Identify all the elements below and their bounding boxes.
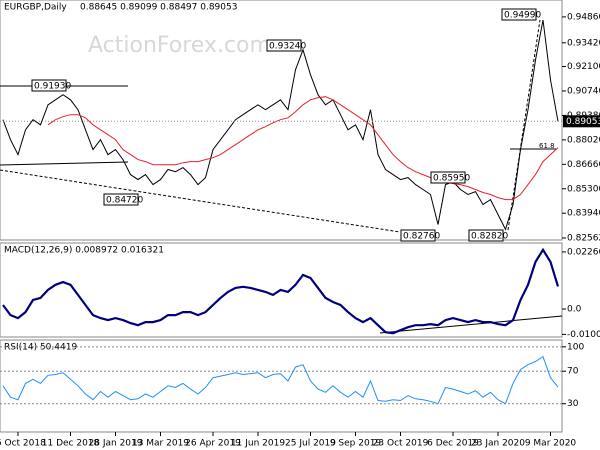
rsi-frame [0,339,563,433]
annotation: 0.84720 [106,196,143,206]
y-tick-label: 30 [567,399,579,409]
main-frame [0,0,563,241]
fib-line [507,19,541,231]
y-tick-label: -0.010052 [567,330,600,340]
x-tick-label: 26 Oct 2018 [0,439,46,449]
symbol: EURGBP,Daily [4,3,67,13]
x-tick-label: 6 Dec 2019 [427,439,479,449]
trend-line [0,161,129,166]
x-tick-label: 26 Apr 2019 [185,439,241,449]
macd-title: MACD(12,26,9) 0.008972 0.016321 [4,246,164,256]
annotation: 0.94990 [504,11,541,21]
x-tick-label: 23 Oct 2019 [373,439,429,449]
current-price-box [563,115,600,128]
x-tick-label: 23 Jan 2020 [471,439,525,449]
x-tick-label: 25 Jul 2019 [285,439,336,449]
series-line [47,96,559,201]
annotation: 0.82820 [471,232,508,242]
annotation: 0.82760 [403,232,440,242]
y-tick-label: 0.82562 [567,233,600,243]
y-tick-label: 70 [567,367,579,377]
current-price-label: 0.89053 [566,117,600,127]
series-line [2,19,559,231]
series-line [2,247,560,335]
annotation: 0.93240 [269,42,306,52]
x-tick-label: 13 Mar 2019 [132,439,189,449]
x-tick-label: 9 Mar 2020 [525,439,577,449]
annotation-box [266,39,302,52]
y-tick-label: 0.022662 [567,247,600,257]
annotation: 61.8 [539,142,555,150]
annotation: 0.85950 [433,174,470,184]
rsi-title: RSI(14) 50.4419 [4,343,77,353]
annotation-box [400,229,436,242]
annotation: 0.91930 [34,82,71,92]
annotation-box [31,79,67,92]
quote: 0.88645 0.89099 0.88497 0.89053 [80,3,237,13]
macd-frame [0,242,563,338]
x-tick-label: 9 Sep 2019 [330,439,382,449]
y-tick-label: 0.0 [567,305,582,315]
x-tick-label: 11 Dec 2018 [42,439,100,449]
x-tick-label: 28 Jan 2019 [89,439,143,449]
x-tick-label: 11 Jun 2019 [231,439,285,449]
macd-trend-line [379,315,563,334]
annotation-box [501,8,537,21]
annotation-box [103,193,139,206]
annotation-box [468,229,504,242]
y-tick-label: 100 [567,342,584,352]
trend-line [0,169,401,233]
annotation-box [430,171,466,184]
series-line [2,355,559,405]
watermark: ActionForex.com [88,33,271,58]
